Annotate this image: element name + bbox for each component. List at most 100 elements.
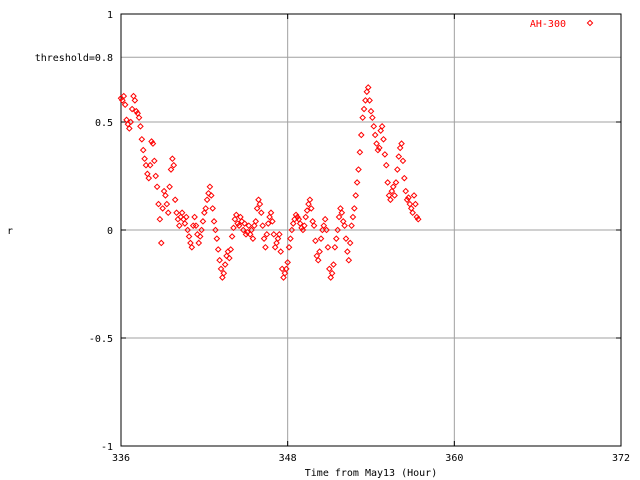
data-point [264,220,272,227]
data-point [182,213,190,221]
data-point [396,144,404,152]
data-point [137,123,144,130]
data-point [188,243,196,251]
data-point [228,233,236,240]
data-point [307,205,315,212]
threshold-label: threshold=0.8 [35,53,113,64]
data-point [184,226,191,234]
data-point [153,183,161,191]
y-tick-label: -0.5 [89,334,113,345]
data-point [317,235,325,242]
data-point [198,226,205,234]
data-point [151,157,158,165]
data-point [138,135,146,143]
data-point [120,92,128,100]
data-point [274,235,282,242]
data-point [387,196,394,204]
data-point [303,207,311,214]
data-point [185,233,193,240]
data-point [326,265,333,273]
data-point [253,205,261,212]
data-point [149,140,157,147]
data-point [376,144,383,152]
data-point [213,235,221,242]
y-tick-label: 0.5 [95,118,113,129]
data-point [327,274,335,281]
y-tick-label: -1 [101,442,113,453]
data-point [369,114,376,121]
data-point [394,166,401,173]
data-point [127,118,135,126]
data-point [402,187,410,195]
y-axis-label: r [7,226,13,237]
data-point [352,192,360,199]
data-point [349,213,357,221]
data-point [316,248,323,255]
data-point [232,211,240,219]
data-point [219,274,226,281]
data-point [164,209,172,217]
x-tick-label: 348 [279,453,297,464]
data-point [360,105,368,113]
data-point [126,125,133,132]
data-point [170,161,178,169]
data-point [199,218,207,225]
data-point [351,205,358,212]
data-point [169,155,176,163]
data-point [401,174,408,182]
data-point [267,209,275,217]
data-point [374,146,382,154]
data-point [348,222,355,229]
data-point [269,218,276,225]
data-point [159,205,166,212]
data-point [216,256,223,264]
data-point [356,148,364,156]
data-point [271,243,279,251]
data-point [410,192,418,199]
data-point [282,265,290,273]
data-point [191,213,198,221]
data-point [366,97,373,104]
data-point [370,123,378,130]
data-point [171,196,179,204]
data-point [405,194,412,201]
data-point [310,222,318,229]
data-point [207,192,215,199]
data-point [413,213,421,221]
data-point [331,243,339,251]
data-point [206,183,214,191]
data-point [301,222,308,229]
data-point [341,222,348,229]
data-point [398,140,405,147]
data-point [345,256,353,264]
x-tick-label: 336 [112,453,130,464]
data-point [234,220,241,227]
data-point [196,233,204,240]
data-point [176,222,183,229]
data-point [305,200,312,208]
data-point [381,151,389,158]
data-point [235,222,243,229]
data-point [280,274,287,281]
data-point [321,215,329,223]
data-point [292,211,300,219]
y-tick-label: 1 [107,10,113,21]
axis-ticks: 336 348 360 372 -1 -0.5 0 0.5 1 [89,10,630,464]
data-point [403,196,411,204]
data-point [338,209,346,217]
data-point [239,226,247,234]
data-point [231,215,239,223]
x-tick-label: 372 [612,453,630,464]
data-point [260,235,268,242]
data-point [131,97,139,104]
data-point [359,114,366,121]
data-point [344,248,351,255]
data-point [257,209,265,217]
data-point [157,239,165,247]
data-point [378,123,386,130]
data-point [367,107,375,115]
y-tick-label: 0 [107,226,113,237]
x-axis-label: Time from May13 (Hour) [305,468,437,479]
data-point [251,222,258,229]
